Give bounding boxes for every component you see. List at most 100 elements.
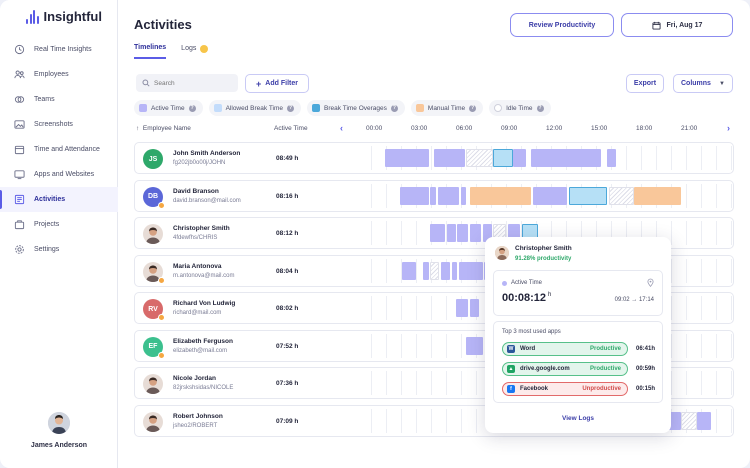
sidebar-item-apps-and-websites[interactable]: Apps and Websites	[0, 162, 118, 187]
timeline-segment-active[interactable]	[446, 224, 456, 242]
legend-item-break-time-overages[interactable]: Break Time Overages?	[307, 100, 405, 116]
app-name: Facebook	[520, 386, 549, 392]
timeline-segment-active[interactable]	[461, 186, 467, 205]
apps-icon	[13, 169, 25, 181]
timeline-segment-active[interactable]	[385, 149, 429, 167]
timeline-segment-active[interactable]	[531, 149, 602, 167]
timeline-track	[371, 183, 732, 208]
user-name: James Anderson	[30, 442, 88, 449]
avatar: RV	[143, 299, 165, 321]
table-row[interactable]: JS John Smith Anderson fg202jb0o00j/JOHN…	[134, 142, 734, 174]
export-button[interactable]: Export	[626, 74, 664, 93]
timeline-segment-active[interactable]	[482, 224, 492, 242]
timeline-segment-active[interactable]	[470, 299, 479, 317]
timeline-segment-active[interactable]	[470, 224, 481, 242]
hour-label: 09:00	[501, 125, 518, 132]
timeline-segment-active[interactable]	[441, 261, 451, 280]
timeline-segment-active[interactable]	[430, 224, 445, 242]
table-row[interactable]: Christopher Smith 4fdewfhs/CHRIS 08:12 h	[134, 217, 734, 249]
employee-name[interactable]: Richard Von Ludwig	[173, 300, 236, 307]
timeline-segment-idle[interactable]	[430, 261, 440, 280]
timeline-segment-active[interactable]	[513, 149, 526, 167]
timeline-segment-active[interactable]	[401, 261, 416, 280]
columns-dropdown[interactable]: Columns ▼	[673, 74, 733, 93]
tab-timelines-label: Timelines	[134, 44, 167, 51]
active-time-column-header[interactable]: Active Time	[274, 125, 308, 132]
timeline-segment-over[interactable]	[569, 186, 607, 205]
timeline-segment-manual[interactable]	[470, 186, 532, 205]
active-time-unit: h	[548, 292, 552, 299]
tab-logs-label: Logs	[181, 45, 197, 52]
timeline-segment-active[interactable]	[437, 186, 460, 205]
timeline-segment-active[interactable]	[434, 149, 465, 167]
tab-timelines[interactable]: Timelines	[134, 44, 167, 59]
employees-icon	[13, 69, 25, 81]
app-usage-item[interactable]: W Word Productive	[502, 342, 628, 356]
timeline-segment-active[interactable]	[533, 186, 568, 205]
sidebar-item-employees[interactable]: Employees	[0, 62, 118, 87]
employee-name[interactable]: Elizabeth Ferguson	[173, 337, 233, 345]
timeline-segment-idle[interactable]	[466, 149, 494, 167]
help-icon: ?	[536, 104, 544, 112]
timeline-segment-idle[interactable]	[680, 411, 697, 430]
sidebar-item-activities[interactable]: Activities	[0, 187, 118, 212]
timeline-segment-active[interactable]	[466, 336, 483, 355]
employee-name[interactable]: David Branson	[173, 187, 219, 195]
timeline-prev-icon[interactable]: ‹	[340, 123, 343, 133]
employee-name[interactable]: Nicole Jordan	[173, 375, 216, 382]
review-productivity-button[interactable]: Review Productivity	[510, 13, 614, 37]
legend-item-active-time[interactable]: Active Time?	[134, 100, 203, 116]
timeline-segment-active[interactable]	[457, 224, 469, 242]
app-duration: 06:41h	[636, 346, 656, 352]
user-profile[interactable]: James Anderson	[0, 412, 118, 449]
legend: Active Time? Allowed Break Time? Break Tim…	[134, 100, 551, 116]
timeline-next-icon[interactable]: ›	[727, 123, 730, 133]
sidebar-item-screenshots[interactable]: Screenshots	[0, 112, 118, 137]
employee-name[interactable]: Maria Antonova	[173, 262, 222, 270]
table-row[interactable]: DB David Branson david.branson@mail.com …	[134, 179, 734, 212]
sort-arrow-icon: ↑	[136, 125, 140, 132]
sidebar-item-settings[interactable]: Settings	[0, 237, 118, 262]
tab-logs[interactable]: Logs	[181, 44, 209, 59]
help-icon: ?	[287, 104, 295, 112]
sidebar-item-projects[interactable]: Projects	[0, 212, 118, 237]
sidebar-item-teams[interactable]: Teams	[0, 87, 118, 112]
timeline-segment-active[interactable]	[459, 261, 483, 280]
legend-item-allowed-break-time[interactable]: Allowed Break Time?	[208, 100, 302, 116]
employee-column-header[interactable]: ↑ Employee Name	[136, 125, 191, 132]
employee-name[interactable]: John Smith Anderson	[173, 150, 241, 157]
employee-id: david.branson@mail.com	[173, 197, 241, 204]
timeline-segment-idle[interactable]	[608, 186, 634, 205]
search-input[interactable]	[136, 74, 238, 92]
view-logs-link[interactable]: View Logs	[561, 415, 595, 422]
app-usage-item[interactable]: f Facebook Unproductive	[502, 382, 628, 396]
employee-id: fg202jb0o00j/JOHN	[173, 160, 226, 166]
employee-name[interactable]: Christopher Smith	[173, 225, 230, 232]
screenshots-icon	[13, 119, 25, 131]
timeline-segment-active[interactable]	[696, 411, 712, 430]
date-picker-button[interactable]: Fri, Aug 17	[621, 13, 733, 37]
logs-badge-icon	[200, 44, 209, 53]
legend-item-manual-time[interactable]: Manual Time?	[410, 100, 484, 116]
timeline-segment-active[interactable]	[452, 261, 458, 280]
sidebar-item-label: Teams	[34, 96, 55, 103]
timeline-segment-over[interactable]	[493, 149, 514, 167]
sidebar-item-real-time-insights[interactable]: Real Time Insights	[0, 37, 118, 62]
app-usage-item[interactable]: ▲ drive.google.com Productive	[502, 362, 628, 376]
timeline-segment-manual[interactable]	[633, 186, 681, 205]
employee-name[interactable]: Robert Johnson	[173, 412, 223, 420]
sidebar-item-label: Real Time Insights	[34, 46, 92, 53]
timeline-segment-active[interactable]	[423, 261, 429, 280]
timeline-segment-active[interactable]	[455, 299, 469, 317]
time-range: 09:02 → 17:14	[614, 297, 654, 303]
calendar-icon	[13, 144, 25, 156]
sidebar-item-time-and-attendance[interactable]: Time and Attendance	[0, 137, 118, 162]
add-filter-button[interactable]: + Add Filter	[245, 74, 309, 93]
timeline-segment-active[interactable]	[430, 186, 436, 205]
brand-logo[interactable]: Insightful	[26, 9, 102, 24]
timeline-segment-active[interactable]	[606, 149, 616, 167]
timeline-segment-active[interactable]	[399, 186, 429, 205]
avatar	[143, 224, 163, 244]
legend-item-idle-time[interactable]: Idle Time?	[489, 100, 551, 116]
